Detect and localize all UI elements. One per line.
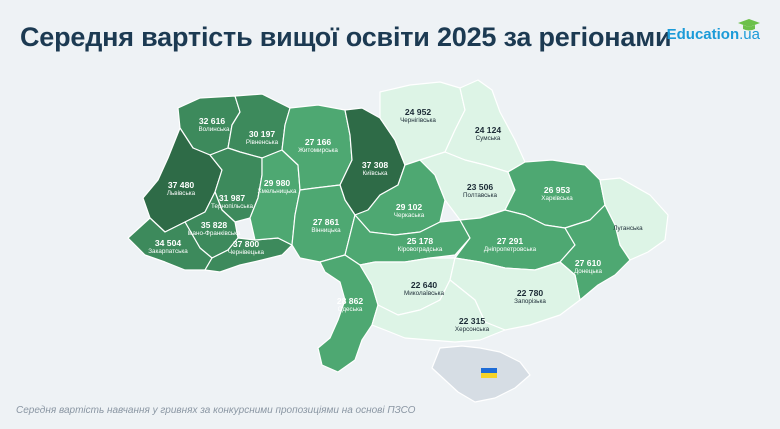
label-kirovohrad-value: 25 178 (407, 236, 434, 246)
label-kherson-name: Херсонська (455, 326, 490, 333)
label-odesa-value: 28 862 (337, 296, 364, 306)
label-kherson-value: 22 315 (459, 316, 486, 326)
label-rivne-name: Рівненська (246, 138, 279, 146)
label-ternopil-name: Тернопільська (211, 202, 254, 210)
label-poltava-name: Полтавська (463, 192, 497, 199)
logo-text: Education (666, 26, 740, 43)
label-mykolaiv-value: 22 640 (411, 280, 438, 290)
label-kyiv-name: Київська (362, 170, 388, 177)
graduation-cap-icon (738, 19, 760, 31)
logo-suffix: .ua (739, 26, 760, 43)
label-sumy-name: Сумська (476, 135, 501, 142)
label-ivano-frankivsk-name: Івано-Франківська (187, 229, 241, 237)
label-kharkiv-value: 26 953 (544, 185, 571, 195)
label-chernihiv-name: Чернігівська (400, 116, 436, 124)
brand-logo[interactable]: Education.ua (667, 26, 760, 43)
label-dnipro-name: Дніпропетровська (484, 245, 537, 253)
label-zaporizhzhia-name: Запорізька (514, 297, 546, 305)
region-rivne[interactable] (227, 93, 291, 159)
label-kyiv-value: 37 308 (362, 160, 389, 170)
ukraine-flag-icon (481, 368, 497, 378)
label-kirovohrad-name: Кіровоградська (398, 245, 443, 253)
label-kharkiv-name: Харківська (541, 194, 573, 202)
region-chernivtsi[interactable] (204, 237, 293, 273)
label-ternopil-value: 31 987 (219, 193, 246, 203)
label-khmelnytskyi-name: Хмельницька (257, 188, 297, 195)
label-sumy-value: 24 124 (475, 125, 502, 135)
label-dnipro-value: 27 291 (497, 236, 524, 246)
label-zhytomyr-value: 27 166 (305, 137, 332, 147)
page-title: Середня вартість вищої освіти 2025 за ре… (20, 22, 672, 52)
label-chernihiv-value: 24 952 (405, 107, 432, 117)
region-kherson[interactable] (371, 279, 506, 343)
label-rivne-value: 30 197 (249, 129, 276, 139)
label-ivano-frankivsk-value: 35 828 (201, 220, 228, 230)
label-zhytomyr-name: Житомирська (298, 147, 338, 154)
label-mykolaiv-name: Миколаївська (404, 290, 444, 297)
label-lviv-value: 37 480 (168, 180, 195, 190)
label-khmelnytskyi-value: 29 980 (264, 178, 291, 188)
footnote: Середня вартість навчання у гривнях за к… (16, 405, 416, 416)
label-zaporizhzhia-value: 22 780 (517, 288, 544, 298)
label-cherkasy-name: Черкаська (394, 212, 425, 219)
label-donetsk-name: Донецька (574, 268, 603, 275)
label-donetsk-value: 27 610 (575, 258, 602, 268)
label-vinnytsia-value: 27 861 (313, 217, 340, 227)
label-vinnytsia-name: Вінницька (311, 226, 341, 234)
label-chernivtsi-name: Чернівецька (228, 248, 265, 256)
label-volyn-name: Волинська (198, 126, 230, 133)
label-volyn-value: 32 616 (199, 116, 226, 126)
label-lviv-name: Львівська (167, 189, 196, 197)
label-zakarpattia-value: 34 504 (155, 238, 182, 248)
label-chernivtsi-value: 37 800 (233, 239, 260, 249)
label-poltava-value: 23 506 (467, 182, 494, 192)
label-cherkasy-value: 29 102 (396, 202, 423, 212)
label-zakarpattia-name: Закарпатська (148, 248, 188, 255)
label-odesa-name: Одеська (338, 306, 363, 313)
label-luhansk-name: Луганська (613, 225, 643, 232)
